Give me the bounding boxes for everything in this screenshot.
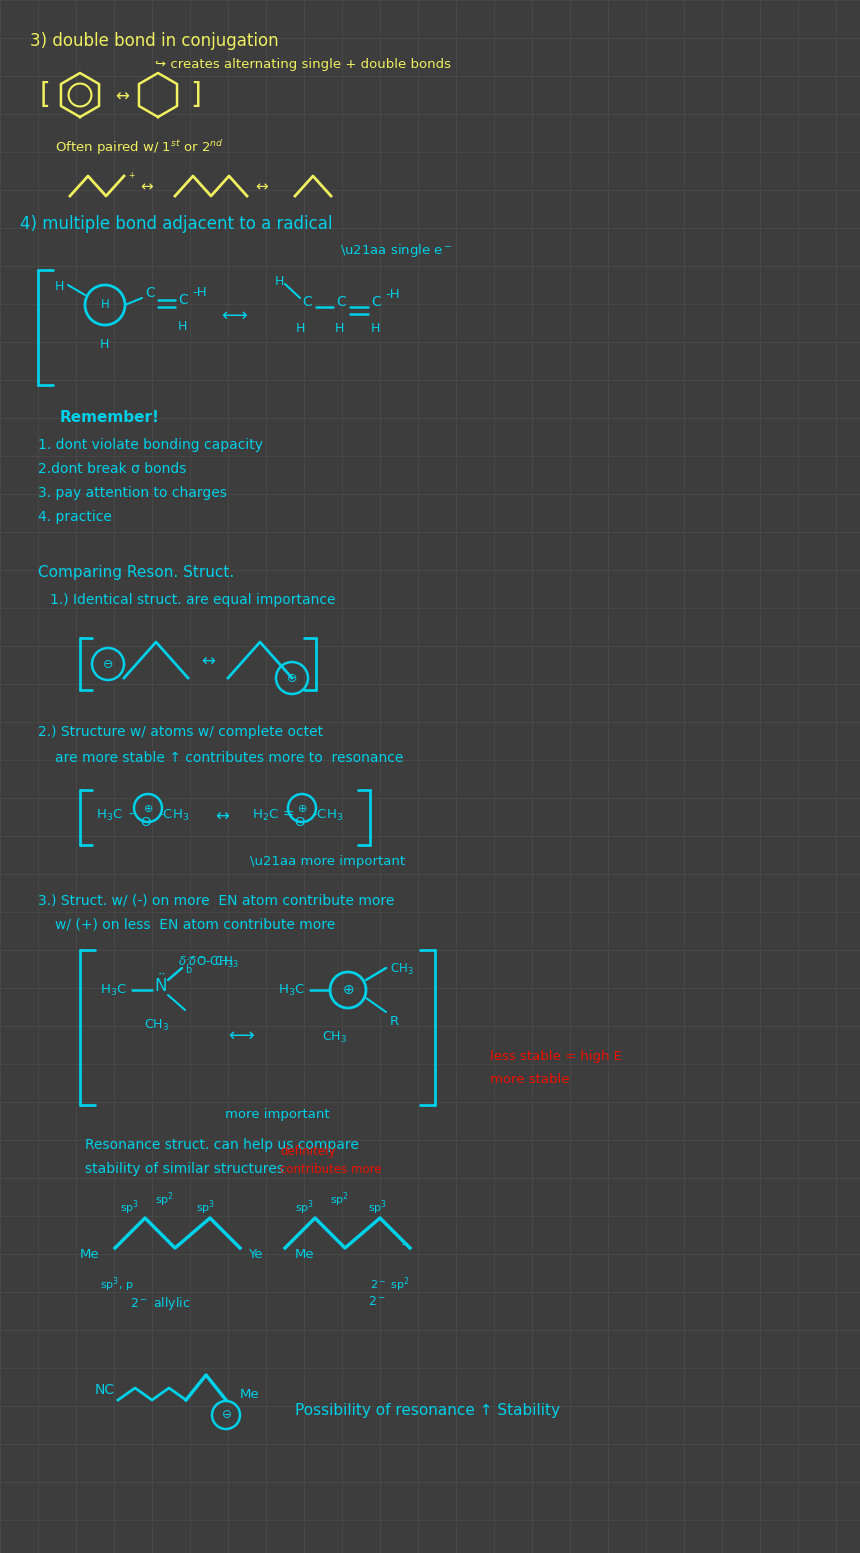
Text: :$\delta^-$  CH$_3$: :$\delta^-$ CH$_3$ (185, 955, 238, 971)
Text: -H: -H (192, 286, 206, 300)
Text: sp$^3$: sp$^3$ (368, 1197, 387, 1216)
Text: -CH$_3$: -CH$_3$ (312, 808, 343, 823)
Text: 4) multiple bond adjacent to a radical: 4) multiple bond adjacent to a radical (20, 214, 333, 233)
Text: $\leftrightarrow$: $\leftrightarrow$ (112, 85, 131, 104)
Text: H$_2$C: H$_2$C (252, 808, 279, 823)
Text: 2.dont break σ bonds: 2.dont break σ bonds (38, 461, 187, 477)
Text: 1.) Identical struct. are equal importance: 1.) Identical struct. are equal importan… (50, 593, 335, 607)
Text: C: C (371, 295, 381, 309)
Text: H: H (371, 321, 380, 335)
Text: C: C (336, 295, 346, 309)
Text: H: H (178, 320, 187, 332)
Text: contributes more: contributes more (280, 1163, 382, 1176)
Text: 1. dont violate bonding capacity: 1. dont violate bonding capacity (38, 438, 263, 452)
Text: 3.) Struct. w/ (-) on more  EN atom contribute more: 3.) Struct. w/ (-) on more EN atom contr… (38, 893, 395, 907)
Text: H$_3$C: H$_3$C (96, 808, 123, 823)
Text: 2$^-$: 2$^-$ (368, 1295, 386, 1308)
Text: 2$^-$ allylic: 2$^-$ allylic (130, 1295, 190, 1312)
Text: 4. practice: 4. practice (38, 509, 112, 523)
Text: w/ (+) on less  EN atom contribute more: w/ (+) on less EN atom contribute more (55, 918, 335, 932)
Text: $\ddot{\rm N}$: $\ddot{\rm N}$ (154, 974, 167, 995)
Text: Me: Me (80, 1249, 100, 1261)
Text: more important: more important (225, 1107, 329, 1121)
Text: $\oplus$: $\oplus$ (341, 983, 354, 997)
Text: Remember!: Remember! (60, 410, 160, 426)
Text: Me: Me (240, 1388, 260, 1401)
Text: $^+$: $^+$ (127, 171, 136, 182)
Text: sp$^2$: sp$^2$ (330, 1190, 349, 1208)
Text: $\oplus$: $\oplus$ (297, 803, 307, 814)
Text: NC: NC (95, 1384, 115, 1398)
Text: sp$^3$, p: sp$^3$, p (100, 1275, 133, 1294)
Text: stability of similar structures: stability of similar structures (85, 1162, 284, 1176)
Text: \u21aa single e$^-$: \u21aa single e$^-$ (340, 242, 452, 259)
Text: H: H (101, 298, 109, 312)
Text: $\leftrightarrow$: $\leftrightarrow$ (212, 806, 230, 825)
Text: 3) double bond in conjugation: 3) double bond in conjugation (30, 33, 279, 50)
Text: CH$_3$: CH$_3$ (322, 1030, 347, 1045)
Text: sp$^2$: sp$^2$ (155, 1190, 174, 1208)
Text: $\oplus$: $\oplus$ (143, 803, 153, 814)
Text: $\delta^-$O-CH$_3$: $\delta^-$O-CH$_3$ (178, 955, 234, 971)
Text: $\ominus$: $\ominus$ (220, 1409, 231, 1421)
Text: sp$^3$: sp$^3$ (196, 1197, 215, 1216)
Text: H: H (55, 280, 64, 294)
Text: definitely: definitely (280, 1145, 335, 1159)
Text: O: O (140, 817, 150, 829)
Text: ↪ creates alternating single + double bonds: ↪ creates alternating single + double bo… (155, 57, 451, 71)
Text: $\leftrightarrow$: $\leftrightarrow$ (138, 179, 155, 194)
Text: less stable = high E: less stable = high E (490, 1050, 622, 1062)
Text: O: O (294, 817, 304, 829)
Text: H: H (335, 321, 344, 335)
Text: CH$_3$: CH$_3$ (144, 1019, 169, 1033)
Text: b: b (185, 964, 191, 975)
Text: H: H (275, 275, 285, 287)
Text: $\leftrightarrow$: $\leftrightarrow$ (198, 651, 217, 669)
Text: Ye: Ye (248, 1249, 262, 1261)
Text: Me: Me (295, 1249, 315, 1261)
Text: $\longleftrightarrow$: $\longleftrightarrow$ (218, 306, 249, 325)
Text: H$_3$C: H$_3$C (278, 983, 305, 997)
Text: C: C (302, 295, 311, 309)
Text: Comparing Reson. Struct.: Comparing Reson. Struct. (38, 565, 234, 579)
Text: -H: -H (385, 289, 400, 301)
Text: C: C (145, 286, 155, 300)
Text: 2$^-$ sp$^2$: 2$^-$ sp$^2$ (370, 1275, 409, 1294)
Text: CH$_3$: CH$_3$ (390, 961, 414, 977)
Text: H: H (100, 339, 109, 351)
Text: sp$^3$: sp$^3$ (120, 1197, 139, 1216)
Text: 2.) Structure w/ atoms w/ complete octet: 2.) Structure w/ atoms w/ complete octet (38, 725, 323, 739)
Text: Possibility of resonance ↑ Stability: Possibility of resonance ↑ Stability (295, 1402, 560, 1418)
Text: \u21aa more important: \u21aa more important (250, 856, 405, 868)
Text: Resonance struct. can help us compare: Resonance struct. can help us compare (85, 1138, 359, 1152)
Text: -: - (128, 808, 133, 822)
Text: 3. pay attention to charges: 3. pay attention to charges (38, 486, 227, 500)
Text: =: = (282, 808, 293, 822)
Text: are more stable ↑ contributes more to  resonance: are more stable ↑ contributes more to re… (55, 752, 403, 766)
Text: $\leftrightarrow$: $\leftrightarrow$ (253, 179, 270, 194)
Text: H$_3$C: H$_3$C (100, 983, 127, 997)
Text: more stable: more stable (490, 1073, 569, 1086)
Text: Often paired w/ 1$^{st}$ or 2$^{nd}$: Often paired w/ 1$^{st}$ or 2$^{nd}$ (55, 138, 224, 157)
Text: C: C (178, 294, 187, 307)
Text: $^-$: $^-$ (398, 1241, 409, 1255)
Text: sp$^3$: sp$^3$ (295, 1197, 314, 1216)
Text: H: H (296, 321, 305, 335)
Text: $\ominus$: $\ominus$ (102, 657, 114, 671)
Text: $\longleftrightarrow$: $\longleftrightarrow$ (225, 1027, 255, 1044)
Text: ]: ] (190, 81, 201, 109)
Text: $\ominus$: $\ominus$ (286, 671, 298, 685)
Text: R: R (390, 1016, 399, 1028)
Text: [: [ (40, 81, 51, 109)
Text: -CH$_3$: -CH$_3$ (158, 808, 189, 823)
